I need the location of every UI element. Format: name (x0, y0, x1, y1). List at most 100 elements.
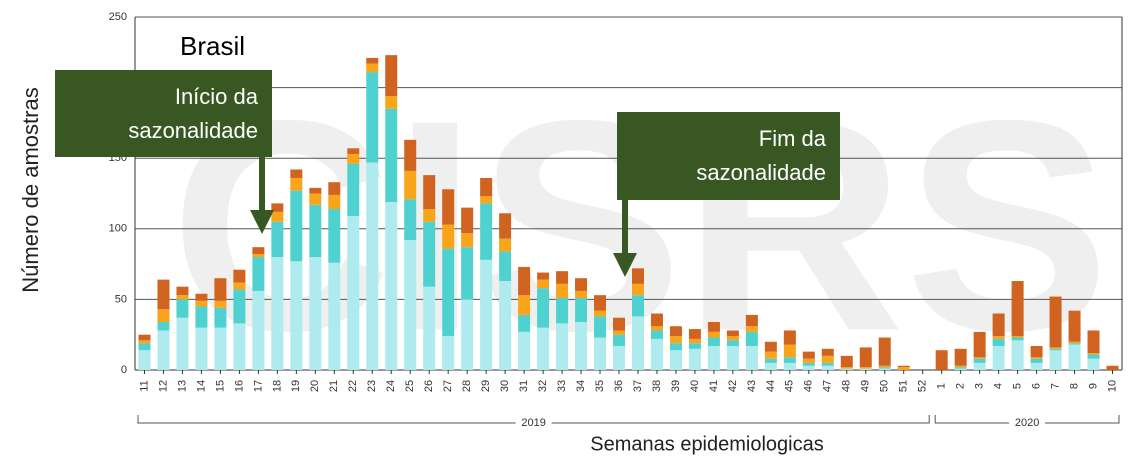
bar-segment (575, 278, 588, 291)
bar-segment (631, 316, 644, 370)
bar-segment (594, 337, 607, 370)
bar-segment (973, 358, 986, 363)
bar-segment (347, 153, 360, 164)
bar-segment (347, 148, 360, 154)
bar-segment (973, 362, 986, 370)
bar-segment (423, 286, 436, 370)
bar-segment (1030, 345, 1043, 358)
x-tick-label: 47 (822, 380, 834, 392)
x-tick-label: 44 (765, 380, 777, 392)
bar-segment (1011, 281, 1024, 337)
bar-segment (461, 247, 474, 300)
bar-segment (404, 199, 417, 241)
bar-segment (783, 357, 796, 363)
bar-segment (821, 348, 834, 356)
bar-segment (650, 326, 663, 331)
x-tick-label: 12 (157, 380, 169, 392)
annotation-text: sazonalidade (128, 118, 258, 143)
x-tick-label: 13 (176, 380, 188, 392)
bar-segment (1087, 354, 1100, 359)
bar-segment (442, 189, 455, 225)
x-tick-label: 32 (537, 380, 549, 392)
bar-segment (1087, 358, 1100, 370)
x-tick-label: 28 (461, 380, 473, 392)
x-tick-label: 9 (1087, 383, 1099, 389)
bar-segment (992, 345, 1005, 370)
bar-segment (1011, 340, 1024, 370)
bar-segment (195, 300, 208, 307)
bar-segment (1049, 347, 1062, 349)
bar-segment (707, 321, 720, 332)
bar-segment (366, 63, 379, 73)
x-tick-label: 52 (917, 380, 929, 392)
x-tick-label: 11 (138, 380, 150, 391)
bar-segment (176, 317, 189, 370)
bar-segment (821, 355, 834, 363)
group-label-bg (1009, 415, 1046, 431)
annotation-box (55, 70, 272, 157)
bar-segment (764, 351, 777, 359)
bar-segment (745, 326, 758, 332)
x-axis-label: Semanas epidemiologicas (590, 433, 823, 455)
x-tick-label: 16 (233, 380, 245, 392)
x-tick-label: 6 (1030, 383, 1042, 389)
bar-segment (992, 313, 1005, 337)
bar-segment (935, 350, 948, 370)
bar-segment (271, 211, 284, 222)
bar-segment (461, 207, 474, 234)
bar-segment (138, 343, 151, 351)
bar-segment (650, 330, 663, 339)
bar-segment (233, 282, 246, 290)
x-tick-label: 7 (1049, 383, 1061, 389)
bar-segment (556, 297, 569, 324)
bar-segment (745, 314, 758, 327)
bar-segment (556, 271, 569, 284)
bar-segment (1068, 341, 1081, 344)
bar-segment (157, 321, 170, 331)
bar-segment (138, 350, 151, 370)
bar-segment (1068, 343, 1081, 345)
bar-segment (783, 362, 796, 370)
bar-segment (480, 196, 493, 204)
bar-segment (385, 201, 398, 370)
x-tick-label: 34 (575, 380, 587, 392)
x-tick-label: 2 (955, 383, 967, 389)
bar-segment (157, 279, 170, 310)
bar-segment (518, 331, 531, 370)
x-tick-label: 42 (727, 380, 739, 392)
x-tick-label: 14 (195, 380, 207, 392)
bar-segment (878, 368, 891, 370)
bar-segment (613, 330, 626, 335)
bar-segment (802, 351, 815, 359)
x-tick-label: 18 (271, 380, 283, 392)
bar-segment (366, 162, 379, 370)
bar-segment (309, 204, 322, 258)
bar-segment (252, 254, 265, 258)
x-tick-label: 15 (214, 380, 226, 392)
bar-segment (650, 338, 663, 370)
bar-segment (138, 340, 151, 344)
x-tick-label: 8 (1068, 383, 1080, 389)
bar-segment (726, 330, 739, 337)
y-tick-label: 50 (115, 293, 127, 305)
bar-segment (764, 358, 777, 363)
x-tick-label: 24 (385, 380, 397, 392)
group-label-bg (515, 415, 552, 431)
bar-segment (802, 362, 815, 366)
bar-segment (290, 261, 303, 370)
bar-segment (442, 224, 455, 249)
bar-segment (726, 345, 739, 370)
x-tick-label: 45 (784, 380, 796, 392)
bar-segment (366, 57, 379, 64)
x-tick-label: 51 (898, 380, 910, 392)
bar-segment (973, 357, 986, 359)
bar-segment (859, 367, 872, 369)
bar-segment (518, 295, 531, 315)
annotation-text: sazonalidade (696, 160, 826, 185)
bar-segment (328, 262, 341, 370)
bar-segment (954, 368, 967, 370)
bar-segment (404, 240, 417, 370)
x-tick-label: 48 (841, 380, 853, 392)
bar-segment (954, 365, 967, 368)
bar-segment (328, 182, 341, 195)
